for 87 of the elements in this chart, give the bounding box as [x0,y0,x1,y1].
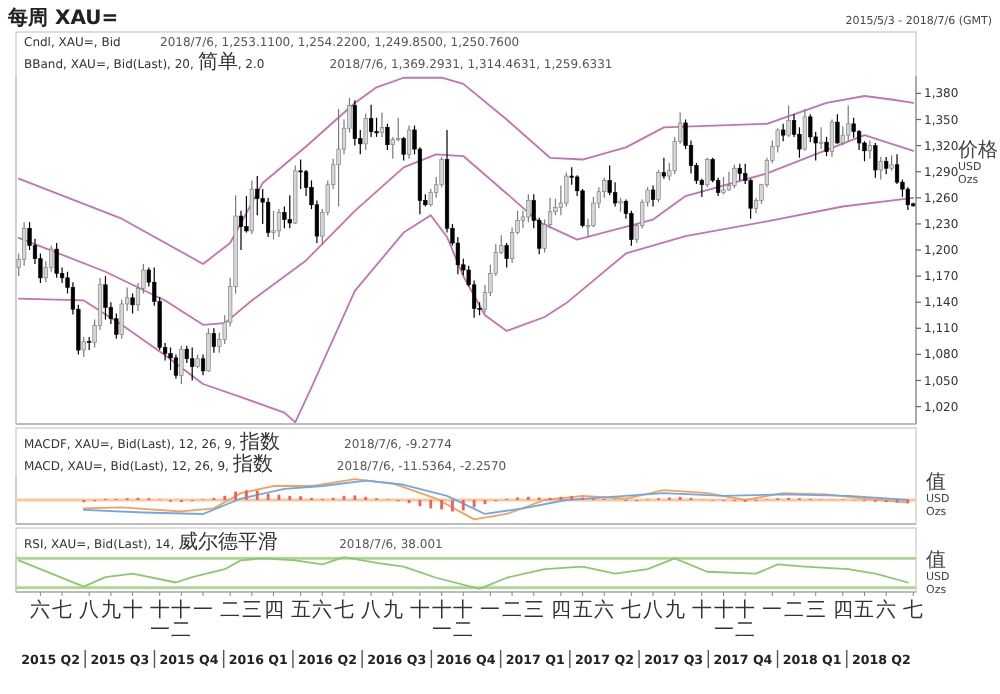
candlestick [206,327,211,373]
x-tick-label: 三 [523,600,544,622]
candlestick [179,345,184,385]
candlestick [298,158,303,190]
candlestick [255,175,260,216]
candlestick [81,336,86,358]
candlestick [173,353,179,380]
x-tick-label: 六 [312,598,333,622]
x-tick-label: 九 [100,598,121,622]
line-series [17,196,915,424]
candlestick [406,124,412,160]
x-tick-label: 六 [30,598,51,622]
candlestick [802,108,807,152]
candlestick [819,126,824,150]
x-tick-label: 六 [594,598,615,622]
candlestick [705,157,710,188]
x-tick-label: 十二 [171,598,192,642]
x-tick-label: 五 [290,600,311,622]
candlestick [276,208,282,238]
candlestick [732,164,737,189]
candlestick [786,104,791,138]
x-tick-label: 五 [854,600,875,622]
x-tick-label: 十 [409,598,430,622]
x-tick-label: 七 [334,598,355,622]
x-tick-label: 十 [122,598,143,622]
x-tick-label: 三 [805,600,826,622]
candlestick [564,171,569,208]
candlestick [336,108,341,208]
candlestick [661,157,666,180]
x-tick-label: 九 [664,598,685,622]
x-tick-label: 六 [876,598,897,622]
x-tick-label: 四 [263,600,284,622]
x-tick-label: 七 [52,598,73,622]
candlestick [379,111,385,138]
x-tick-label: 十二 [453,598,474,642]
candlestick [249,179,254,235]
x-tick-label: 二 [784,600,805,622]
candlestick [363,112,368,151]
candlestick [401,136,406,161]
x-tick-label: 九 [382,598,403,622]
candlestick [829,118,835,158]
x-tick-label: 七 [903,598,924,622]
candlestick [211,327,216,354]
x-tick-label: 七 [621,598,642,622]
x-tick-label: 十一 [431,598,452,642]
candlestick [873,142,878,179]
x-tick-label: 五 [572,600,593,622]
candlestick [656,169,661,203]
candlestick [271,210,276,241]
x-tick-label: 十 [691,598,712,622]
x-tick-label: 十二 [735,598,756,642]
x-tick-label: 一 [480,600,501,622]
x-tick-label: 一 [193,600,214,622]
chart-title: 每周 XAU= [6,6,119,30]
candlestick [287,194,292,229]
x-tick-label: 八 [361,600,382,622]
candlestick [266,197,271,238]
candlestick [352,99,357,147]
x-tick-label: 二 [502,600,523,622]
candlestick [504,242,509,268]
candlestick [878,156,883,181]
candlestick [867,139,873,160]
candlestick [650,185,656,208]
line-series [17,76,915,265]
candlestick [385,123,390,151]
x-tick-label: 八 [643,600,664,622]
candlestick [200,353,206,376]
candlestick [130,292,135,315]
candlestick [168,346,173,371]
candlestick [103,275,108,321]
candlestick [835,113,840,145]
x-tick-label: 十一 [713,598,734,642]
candlestick [190,346,195,382]
candlestick [526,193,531,223]
candlestick [905,186,910,211]
x-tick-label: 四 [550,600,571,622]
candlestick [54,242,59,279]
candlestick [846,104,851,142]
x-tick-label: 二 [220,600,241,622]
x-tick-label: 三 [241,600,262,622]
x-tick-label: 八 [79,600,100,622]
candlestick [726,171,732,192]
x-tick-label: 十一 [149,598,170,642]
candlestick [369,104,374,138]
candlestick [824,136,829,157]
x-tick-label: 四 [832,600,853,622]
x-tick-label: 一 [762,600,783,622]
